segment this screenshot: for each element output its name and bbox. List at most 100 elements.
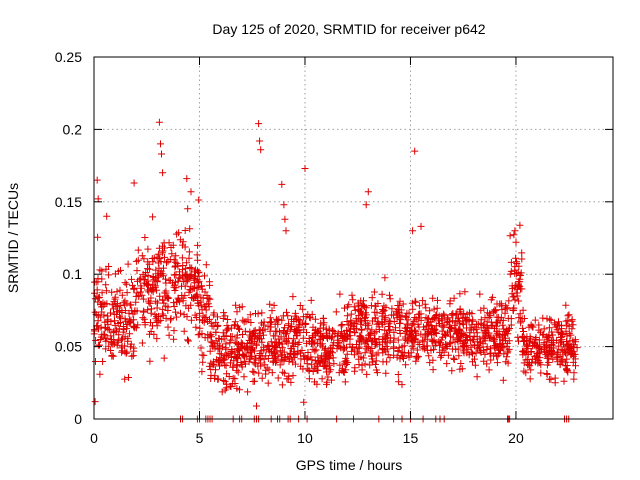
data-point (324, 373, 332, 381)
data-point (172, 308, 179, 316)
data-point (257, 362, 265, 370)
data-point (341, 378, 349, 386)
data-point (165, 331, 173, 339)
data-point (487, 345, 494, 353)
data-point (462, 332, 470, 339)
data-point (126, 330, 134, 338)
data-point (493, 359, 501, 367)
data-point (121, 279, 129, 287)
data-point (191, 311, 199, 319)
data-point (93, 322, 101, 330)
data-point (392, 324, 399, 332)
data-point (447, 339, 455, 347)
data-point (297, 349, 304, 357)
data-point (336, 361, 344, 369)
data-point (144, 277, 152, 285)
data-point (121, 315, 129, 323)
data-point (383, 358, 391, 366)
data-point (318, 375, 326, 383)
data-point (520, 367, 528, 375)
data-point (140, 295, 148, 303)
data-point (193, 284, 201, 292)
data-point (505, 297, 513, 305)
data-point (507, 258, 515, 266)
data-point (568, 317, 576, 325)
x-tick-label: 0 (90, 430, 98, 446)
data-point (520, 328, 527, 335)
data-point (473, 333, 481, 341)
data-point (471, 361, 479, 369)
data-point (201, 334, 209, 342)
data-point (430, 329, 438, 337)
data-point (181, 227, 189, 234)
data-point (244, 388, 252, 396)
data-point (148, 305, 155, 313)
data-point (328, 376, 335, 384)
data-point (113, 341, 121, 349)
data-point (507, 321, 515, 329)
data-point (290, 335, 298, 343)
data-point (249, 378, 257, 385)
data-point (537, 328, 544, 336)
data-point (267, 323, 275, 331)
data-point (456, 290, 464, 298)
data-point (194, 241, 202, 249)
data-point (276, 361, 284, 369)
data-point (118, 344, 125, 352)
data-point (549, 336, 557, 344)
data-point (351, 306, 359, 314)
data-point (111, 300, 119, 308)
x-tick-label: 10 (297, 430, 313, 446)
data-point (319, 314, 327, 322)
data-point (361, 360, 369, 368)
data-point (401, 313, 409, 321)
data-point (541, 343, 549, 351)
data-point (570, 369, 578, 377)
data-point (504, 326, 512, 334)
data-point (460, 349, 468, 357)
data-point (276, 339, 283, 347)
data-point (212, 337, 220, 345)
data-point (440, 311, 448, 319)
data-point (287, 323, 295, 331)
data-point (301, 321, 309, 328)
data-point (461, 288, 469, 296)
data-point (212, 328, 220, 336)
data-point (457, 360, 465, 367)
data-point (537, 369, 545, 377)
data-point (520, 348, 528, 356)
data-point (484, 324, 492, 332)
data-point (395, 313, 403, 321)
data-point (507, 315, 515, 323)
data-point (137, 274, 145, 282)
data-point (434, 296, 441, 304)
data-point (241, 343, 249, 351)
data-point (573, 344, 581, 352)
data-point (221, 352, 229, 359)
data-point (398, 381, 406, 389)
data-point (153, 335, 161, 343)
data-point (453, 330, 461, 338)
data-point (93, 176, 101, 184)
data-point (91, 398, 99, 406)
data-point (163, 259, 170, 267)
data-point (170, 303, 178, 310)
data-point (494, 313, 502, 321)
data-point (380, 345, 388, 353)
data-point (224, 325, 232, 333)
data-point (481, 314, 489, 322)
data-point (319, 359, 327, 367)
data-point (531, 353, 539, 361)
data-point (378, 312, 386, 320)
data-point (517, 319, 525, 327)
data-point (567, 351, 575, 359)
data-point (486, 310, 494, 318)
data-point (254, 310, 262, 318)
data-point (138, 291, 146, 299)
data-point (378, 290, 386, 298)
data-point (290, 354, 298, 361)
data-point (167, 244, 175, 251)
data-point (91, 308, 99, 316)
data-point (516, 282, 524, 290)
data-point (368, 326, 376, 334)
